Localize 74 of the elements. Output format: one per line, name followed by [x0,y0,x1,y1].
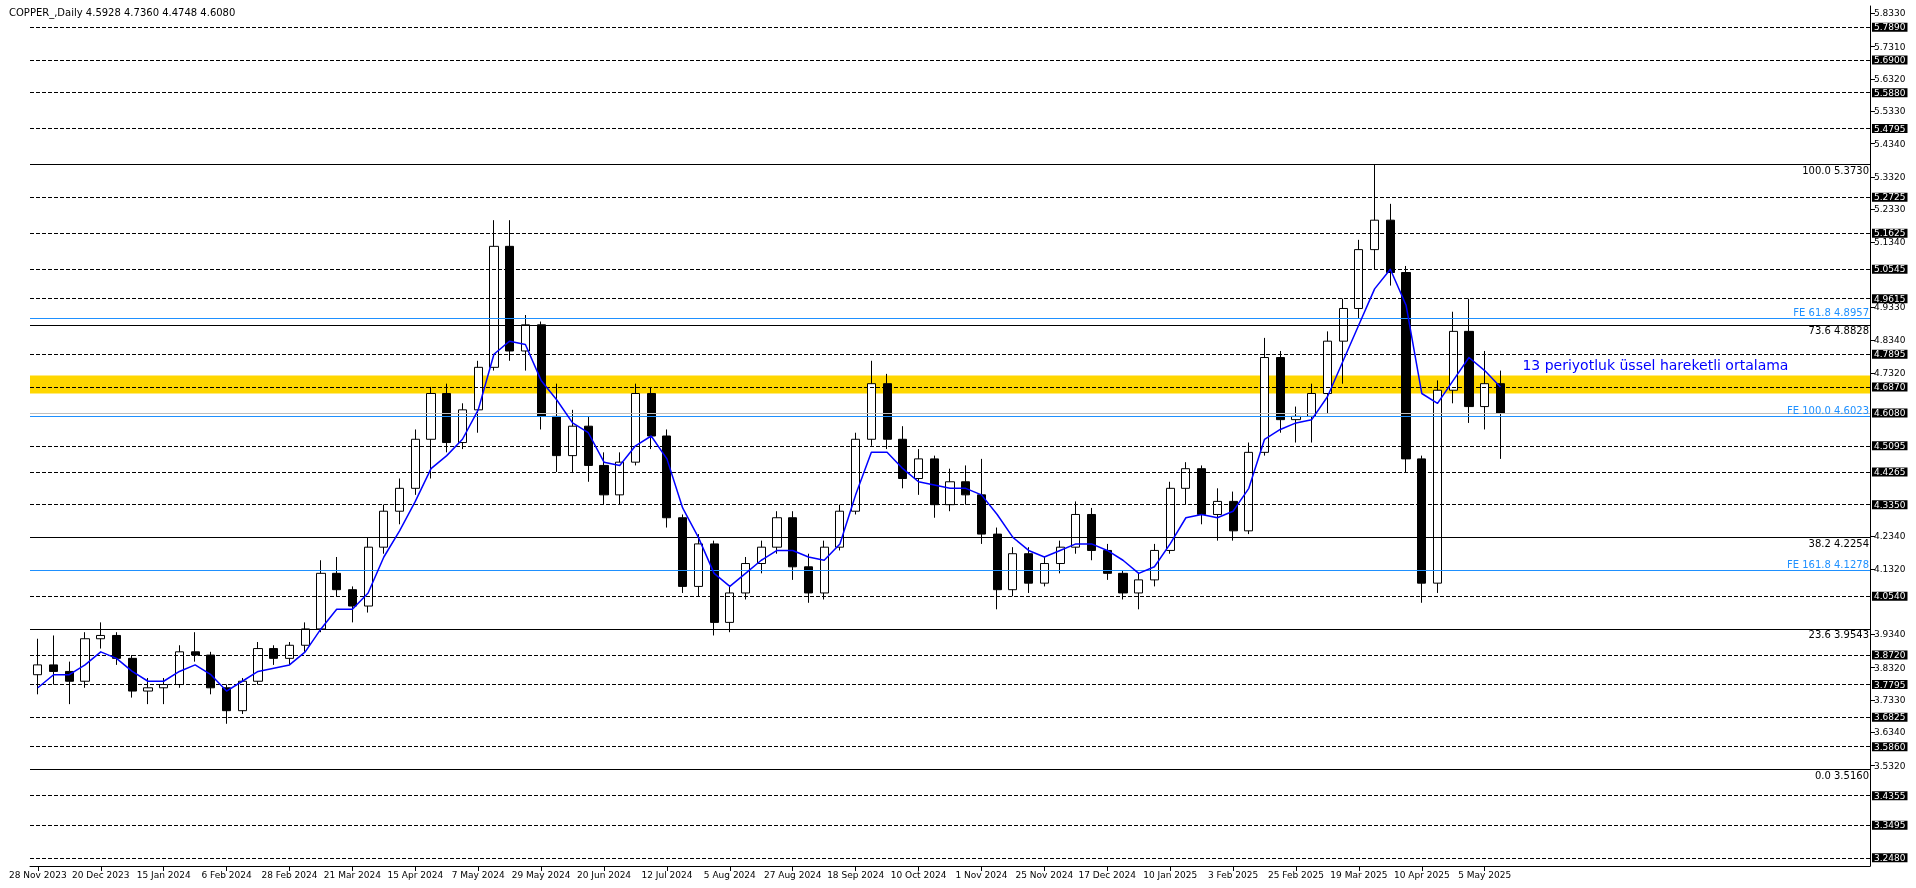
ref-line-label: 100.0 5.3730 [1802,165,1869,177]
x-tick-label: 6 Feb 2024 [201,869,252,880]
y-tick-label: 3.5320 [1874,760,1906,771]
y-tick-label: 3.7330 [1874,694,1906,705]
ref-line-label: 38.2 4.2254 [1808,537,1869,549]
ref-line-label: 4.3350 [1874,499,1906,510]
x-tick-label: 25 Nov 2024 [1015,869,1074,880]
x-tick-label: 28 Nov 2023 [9,869,67,880]
x-tick-label: 20 Dec 2023 [72,869,130,880]
ref-line-label: 4.6080 [1874,408,1906,419]
ref-line-label: 5.2725 [1874,192,1906,203]
y-tick-label: 4.1320 [1874,564,1906,575]
x-tick-label: 5 May 2025 [1458,869,1512,880]
x-tick-label: 18 Sep 2024 [827,869,885,880]
ref-line-label: 5.4795 [1874,123,1906,134]
y-tick-label: 5.8330 [1874,8,1906,19]
ref-line-label: 5.7890 [1874,22,1906,33]
y-tick-label: 5.3320 [1874,172,1906,183]
ref-line-label: 4.7895 [1874,349,1906,360]
y-tick-label: 4.2340 [1874,531,1906,542]
y-tick-label: 4.9330 [1874,302,1906,313]
ref-line-label: FE 161.8 4.1278 [1786,558,1869,570]
x-tick-label: 10 Jan 2025 [1143,869,1198,880]
x-tick-label: 3 Feb 2025 [1207,869,1259,880]
ref-line-label: 3.6825 [1874,712,1906,723]
ref-line-label: 4.6870 [1874,381,1906,392]
y-tick-label: 5.4340 [1874,138,1906,149]
ref-line-label: 5.1625 [1874,228,1906,239]
y-tick-label: 4.8340 [1874,334,1906,345]
x-tick-label: 27 Aug 2024 [763,869,822,880]
x-tick-label: 25 Feb 2025 [1267,869,1324,880]
x-tick-label: 28 Feb 2024 [261,869,318,880]
x-tick-label: 7 May 2024 [451,869,505,880]
x-tick-label: 10 Apr 2025 [1393,869,1450,880]
ref-line-label: 23.6 3.9543 [1808,629,1869,641]
x-tick-label: 10 Oct 2024 [890,869,947,880]
y-tick-label: 3.9340 [1874,629,1906,640]
ref-line-label: 3.4355 [1874,790,1906,801]
y-tick-label: 4.7320 [1874,368,1906,379]
ref-line-label: 4.5095 [1874,440,1906,451]
ref-line-label: 4.9615 [1874,293,1906,304]
x-tick-label: 15 Jan 2024 [136,869,191,880]
ref-line-label: FE 100.0 4.6023 [1786,404,1869,416]
x-tick-label: 12 Jul 2024 [641,869,693,880]
ref-line-label: 3.3495 [1874,820,1906,831]
ref-line-label: FE 61.8 4.8957 [1793,306,1869,318]
ref-line-label: 3.5860 [1874,741,1906,752]
chart-title: COPPER_,Daily 4.5928 4.7360 4.4748 4.6080 [9,6,236,19]
y-tick-label: 5.2330 [1874,204,1906,215]
ref-line-label: 5.6900 [1874,54,1906,65]
ref-line-label: 3.2480 [1874,852,1906,863]
ref-line-label: 3.7795 [1874,679,1906,690]
ref-line-label: 5.5880 [1874,87,1906,98]
y-tick-label: 5.6320 [1874,73,1906,84]
y-tick-label: 3.8320 [1874,662,1906,673]
x-tick-label: 1 Nov 2024 [955,869,1008,880]
x-tick-label: 5 Aug 2024 [703,869,757,880]
x-tick-label: 29 May 2024 [511,869,571,880]
ref-line-label: 4.0540 [1874,591,1906,602]
y-tick-label: 5.7310 [1874,41,1906,52]
x-tick-label: 19 Mar 2025 [1330,869,1388,880]
x-tick-label: 21 Mar 2024 [323,869,382,880]
x-tick-label: 17 Dec 2024 [1078,869,1137,880]
ref-line-label: 5.0545 [1874,264,1906,275]
y-tick-label: 3.6340 [1874,727,1906,738]
ref-line-label: 3.8720 [1874,650,1906,661]
y-tick-label: 5.5330 [1874,106,1906,117]
y-tick-label: 5.1340 [1874,236,1906,247]
series-label: 13 periyotluk üssel hareketli ortalama [1522,356,1789,373]
ref-line-label: 4.4265 [1874,466,1906,477]
ref-line-label: 0.0 3.5160 [1814,770,1869,782]
ref-line-label: 73.6 4.8828 [1808,325,1869,337]
x-tick-label: 15 Apr 2024 [387,869,444,880]
x-tick-label: 20 Jun 2024 [576,869,632,880]
